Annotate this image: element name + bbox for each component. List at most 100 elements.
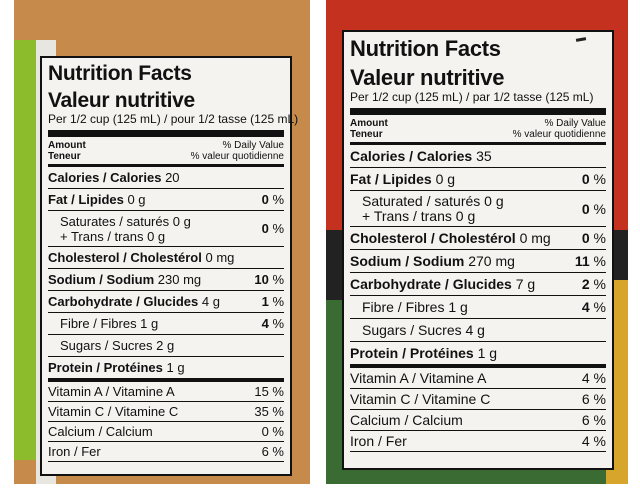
sodium-row: Sodium / Sodium 230 mg 10 % <box>48 269 284 291</box>
pct-sign: % <box>272 221 284 236</box>
calories-row: Calories / Calories 20 <box>48 167 284 189</box>
fat-pct: 0 <box>581 171 590 187</box>
nutrition-label-right: Nutrition Facts Valeur nutritive Per 1/2… <box>342 30 614 470</box>
calories-label: Calories / Calories <box>350 148 473 164</box>
trans-label: + Trans / trans 0 g <box>362 208 476 224</box>
saturates-pct: 0 <box>261 221 269 236</box>
saturates-row: Saturates / saturés 0 g + Trans / trans 0… <box>48 211 284 247</box>
calcium-pct: 0 % <box>261 424 284 439</box>
sodium-value: 270 mg <box>468 253 515 269</box>
calories-label: Calories / Calories <box>48 170 162 185</box>
vitamin-c-pct: 35 % <box>254 404 284 419</box>
protein-value: 1 g <box>477 345 498 361</box>
fibre-pct: 4 <box>581 299 590 315</box>
title-fr: Valeur nutritive <box>48 89 195 112</box>
sodium-label: Sodium / Sodium <box>350 253 465 269</box>
cholesterol-row: Cholesterol / Cholestérol 0 mg <box>48 247 284 269</box>
carbohydrate-row: Carbohydrate / Glucides 7 g 2 % <box>350 273 606 296</box>
fat-value: 0 g <box>435 171 456 187</box>
sodium-pct: 11 <box>574 253 590 269</box>
vitamin-c-row: Vitamin C / Vitamine C 6 % <box>350 389 606 410</box>
calcium-row: Calcium / Calcium 0 % <box>48 422 284 442</box>
pct-sign: % <box>272 272 284 287</box>
vitamin-a-label: Vitamin A / Vitamine A <box>48 384 175 399</box>
vitamin-c-row: Vitamin C / Vitamine C 35 % <box>48 402 284 422</box>
pct-sign: % <box>593 299 606 315</box>
carbohydrate-pct: 2 <box>581 276 590 292</box>
saturates-row: Saturated / saturés 0 g + Trans / trans 0… <box>350 191 606 227</box>
fat-value: 0 g <box>127 192 146 207</box>
saturates-label: Saturates / saturés 0 g <box>60 214 191 229</box>
sugars-row: Sugars / Sucres 4 g <box>350 319 606 342</box>
calcium-row: Calcium / Calcium 6 % <box>350 410 606 431</box>
title-en: Nutrition Facts <box>48 62 192 85</box>
vitamins-section: Vitamin A / Vitamine A 15 % Vitamin C / … <box>48 382 284 462</box>
protein-label: Protein / Protéines <box>48 360 163 375</box>
nutrition-label-left: Nutrition Facts Valeur nutritive Per 1/2… <box>40 56 298 476</box>
carbohydrate-value: 7 g <box>515 276 536 292</box>
calcium-pct: 6 % <box>581 412 606 428</box>
fibre-row: Fibre / Fibres 1 g 4 % <box>350 296 606 319</box>
sugars-row: Sugars / Sucres 2 g <box>48 335 284 357</box>
serving-size: Per 1/2 cup (125 mL) / pour 1/2 tasse (1… <box>48 112 298 137</box>
carbohydrate-label: Carbohydrate / Glucides <box>350 276 512 292</box>
iron-pct: 4 % <box>581 433 606 449</box>
cholesterol-value: 0 mg <box>205 250 235 265</box>
protein-row: Protein / Protéines 1 g <box>350 342 606 368</box>
iron-label: Iron / Fer <box>350 433 407 449</box>
header-row: Amount Teneur % Daily Value% valeur quoti… <box>350 115 606 145</box>
amount-label: Amount <box>350 118 388 129</box>
teneur-label: Teneur <box>350 129 383 140</box>
vitamin-a-label: Vitamin A / Vitamine A <box>350 370 487 386</box>
fat-label: Fat / Lipides <box>48 192 124 207</box>
carbohydrate-row: Carbohydrate / Glucides 4 g 1 % <box>48 291 284 313</box>
title-en: Nutrition Facts <box>350 36 501 61</box>
vitamins-section: Vitamin A / Vitamine A 4 % Vitamin C / V… <box>350 368 606 452</box>
pct-sign: % <box>272 192 284 207</box>
saturates-label: Saturated / saturés 0 g <box>362 193 504 209</box>
vitamin-c-label: Vitamin C / Vitamine C <box>350 391 491 407</box>
saturates-pct: 0 <box>581 200 590 217</box>
header-row: Amount Teneur % Daily Value% valeur quoti… <box>48 137 284 167</box>
protein-row: Protein / Protéines 1 g <box>48 357 284 382</box>
calcium-label: Calcium / Calcium <box>350 412 463 428</box>
serving-size: Per 1/2 cup (125 mL) / par 1/2 tasse (12… <box>350 90 606 115</box>
pct-sign: % <box>593 200 606 217</box>
fat-row: Fat / Lipides 0 g 0 % <box>48 189 284 211</box>
teneur-label: Teneur <box>48 151 81 162</box>
title-fr: Valeur nutritive <box>350 65 505 90</box>
vitamin-c-pct: 6 % <box>581 391 606 407</box>
fibre-row: Fibre / Fibres 1 g 4 % <box>48 313 284 335</box>
sugars-label: Sugars / Sucres 2 g <box>60 338 175 353</box>
cholesterol-row: Cholesterol / Cholestérol 0 mg 0 % <box>350 227 606 250</box>
daily-value-label: % Daily Value <box>544 118 606 129</box>
daily-value-label: % Daily Value <box>222 140 284 151</box>
fat-label: Fat / Lipides <box>350 171 432 187</box>
pct-sign: % <box>272 316 284 331</box>
sodium-row: Sodium / Sodium 270 mg 11 % <box>350 250 606 273</box>
fibre-pct: 4 <box>261 316 269 331</box>
calcium-label: Calcium / Calcium <box>48 424 153 439</box>
carbohydrate-value: 4 g <box>201 294 220 309</box>
carbohydrate-pct: 1 <box>261 294 269 309</box>
sodium-label: Sodium / Sodium <box>48 272 155 287</box>
daily-value-fr-label: % valeur quotidienne <box>190 151 284 162</box>
carbohydrate-label: Carbohydrate / Glucides <box>48 294 199 309</box>
fat-pct: 0 <box>261 192 269 207</box>
calories-row: Calories / Calories 35 <box>350 145 606 168</box>
sodium-pct: 10 <box>254 272 269 287</box>
protein-label: Protein / Protéines <box>350 345 474 361</box>
daily-value-fr-label: % valeur quotidienne <box>512 129 606 140</box>
pct-sign: % <box>593 171 606 187</box>
pct-sign: % <box>593 253 606 269</box>
vitamin-a-pct: 4 % <box>581 370 606 386</box>
calories-value: 20 <box>165 170 180 185</box>
protein-value: 1 g <box>166 360 185 375</box>
iron-row: Iron / Fer 4 % <box>350 431 606 452</box>
package-green-edge <box>14 40 36 460</box>
vitamin-a-row: Vitamin A / Vitamine A 4 % <box>350 368 606 389</box>
sugars-label: Sugars / Sucres 4 g <box>362 322 485 338</box>
sodium-value: 230 mg <box>157 272 202 287</box>
pct-sign: % <box>272 294 284 309</box>
fibre-label: Fibre / Fibres 1 g <box>362 299 468 315</box>
